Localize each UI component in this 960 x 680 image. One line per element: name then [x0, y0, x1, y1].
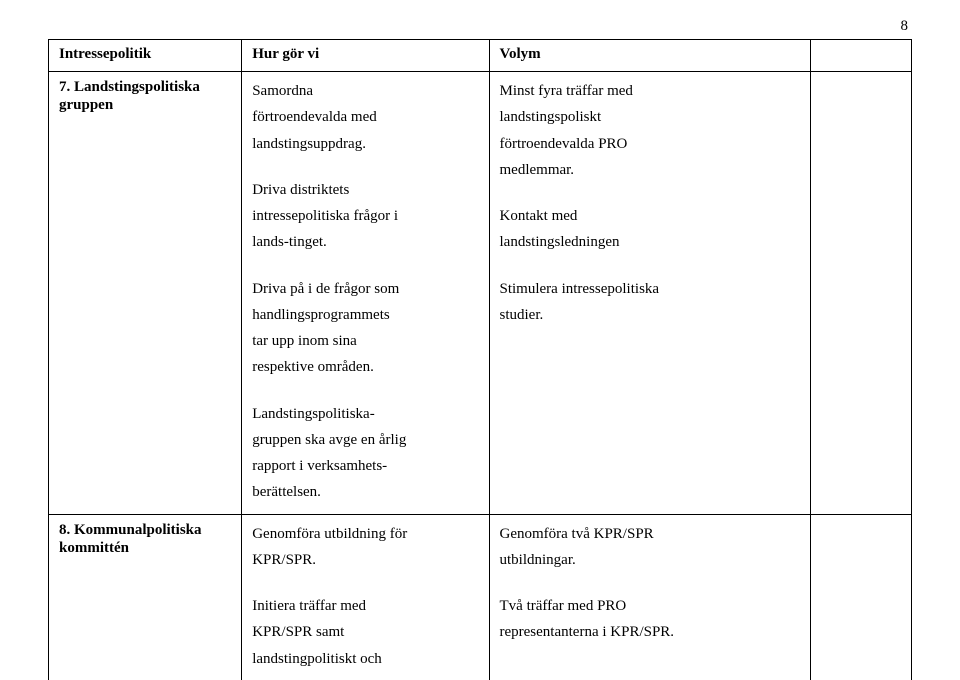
paragraph: Initiera träffar med KPR/SPR samt landst… — [252, 593, 478, 672]
paragraph: Genomföra två KPR/SPR utbildningar. — [500, 521, 800, 574]
row-empty-cell — [810, 72, 911, 515]
col-header-topic: Intressepolitik — [49, 40, 242, 72]
col-header-volume: Volym — [489, 40, 810, 72]
document-table: Intressepolitik Hur gör vi Volym 7. Land… — [48, 39, 912, 680]
row-label: 8. Kommunalpolitiska kommittén — [59, 522, 202, 556]
paragraph: Två träffar med PRO representanterna i K… — [500, 593, 800, 646]
paragraph: Driva distriktets intressepolitiska fråg… — [252, 177, 478, 256]
row-empty-cell — [810, 514, 911, 680]
row-label-cell: 7. Landstingspolitiska gruppen — [49, 72, 242, 515]
row-vol-cell: Minst fyra träffar med landstingspoliskt… — [489, 72, 810, 515]
paragraph: Samordna förtroendevalda med landstingsu… — [252, 78, 478, 157]
page-number: 8 — [48, 18, 912, 35]
paragraph: Genomföra utbildning för KPR/SPR. — [252, 521, 478, 574]
table-row: 8. Kommunalpolitiska kommittén Genomföra… — [49, 514, 912, 680]
row-label-cell: 8. Kommunalpolitiska kommittén — [49, 514, 242, 680]
col-header-empty — [810, 40, 911, 72]
row-how-cell: Genomföra utbildning för KPR/SPR. Initie… — [242, 514, 489, 680]
row-label: 7. Landstingspolitiska gruppen — [59, 79, 200, 113]
page: 8 Intressepolitik Hur gör vi Volym 7. La… — [0, 0, 960, 680]
paragraph: Driva på i de frågor som handlingsprogra… — [252, 276, 478, 381]
row-vol-cell: Genomföra två KPR/SPR utbildningar. Två … — [489, 514, 810, 680]
row-how-cell: Samordna förtroendevalda med landstingsu… — [242, 72, 489, 515]
col-header-how: Hur gör vi — [242, 40, 489, 72]
paragraph: Landstingspolitiska- gruppen ska avge en… — [252, 401, 478, 506]
paragraph: Minst fyra träffar med landstingspoliskt… — [500, 78, 800, 183]
table-row: 7. Landstingspolitiska gruppen Samordna … — [49, 72, 912, 515]
paragraph: Stimulera intressepolitiska studier. — [500, 276, 800, 329]
paragraph: Kontakt med landstingsledningen — [500, 203, 800, 256]
table-header-row: Intressepolitik Hur gör vi Volym — [49, 40, 912, 72]
